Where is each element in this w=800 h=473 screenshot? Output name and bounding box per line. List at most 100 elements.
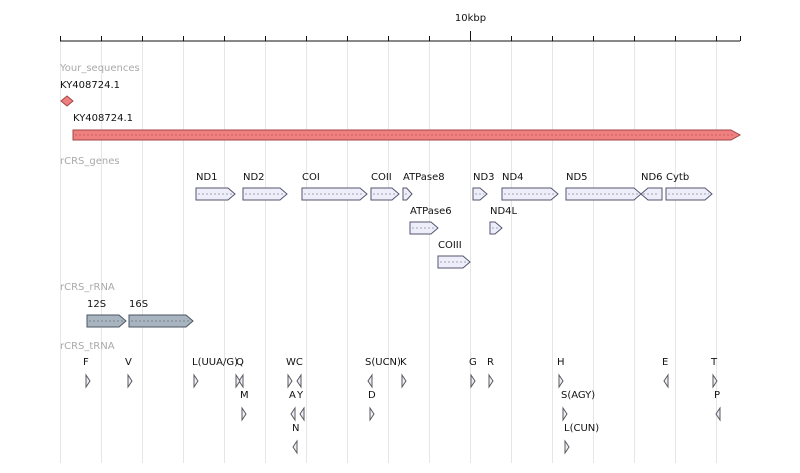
rrna-feature[interactable]: 16S — [128, 299, 194, 328]
gene-feature[interactable]: ND6 — [640, 172, 663, 201]
trna-label: F — [83, 357, 89, 368]
trna-marker[interactable] — [367, 373, 373, 389]
gene-label: ND2 — [243, 172, 265, 183]
trna-feature[interactable]: L(UUA/G) — [192, 357, 238, 389]
trna-feature[interactable]: P — [714, 390, 721, 422]
trna-marker[interactable] — [558, 373, 564, 389]
trna-feature[interactable]: F — [83, 357, 91, 389]
trna-feature[interactable]: V — [125, 357, 133, 389]
trna-marker[interactable] — [241, 406, 247, 422]
trna-marker[interactable] — [127, 373, 133, 389]
trna-feature[interactable]: L(CUN) — [564, 423, 599, 455]
gene-label: ND4L — [490, 206, 518, 217]
trna-feature[interactable]: K — [400, 357, 407, 389]
trna-label: R — [487, 357, 494, 368]
trna-marker[interactable] — [663, 373, 669, 389]
rrna-feature[interactable]: 12S — [86, 299, 127, 328]
genes-track: rCRS_genes ND1 ND2 COI COII ATPase8 ND3 ND4 ND5… — [60, 156, 713, 269]
gene-feature[interactable]: ATPase6 — [409, 206, 452, 235]
track-title-trna: rCRS_tRNA — [60, 341, 115, 352]
trna-layer: F V L(UUA/G)Q WC S(UCN) K G R H E T M A Y D S(AGY) P N L(C… — [83, 357, 721, 455]
trna-feature-extra[interactable] — [296, 373, 302, 389]
trna-label: Q — [236, 357, 244, 368]
trna-label: WC — [286, 357, 303, 368]
trna-marker[interactable] — [235, 373, 241, 389]
gene-feature[interactable]: ND4 — [501, 172, 559, 201]
sequence-marker-diamond[interactable] — [60, 95, 74, 107]
gene-feature[interactable]: ND2 — [242, 172, 288, 201]
trna-marker[interactable] — [369, 406, 375, 422]
trna-marker[interactable] — [287, 373, 293, 389]
trna-marker[interactable] — [470, 373, 476, 389]
trna-feature[interactable]: N — [292, 423, 299, 455]
trna-marker[interactable] — [238, 373, 244, 389]
trna-marker[interactable] — [562, 406, 568, 422]
trna-marker[interactable] — [564, 439, 570, 455]
trna-feature-extra[interactable] — [235, 373, 241, 389]
gene-arrow[interactable] — [565, 187, 642, 201]
gene-label: COII — [371, 172, 392, 183]
sequence-bar-label: KY408724.1 — [73, 113, 133, 124]
trna-label: T — [710, 357, 718, 368]
trna-track: rCRS_tRNA F V L(UUA/G)Q WC S(UCN) K G R H E T M A Y D S… — [60, 341, 721, 455]
track-title-sequences: Your_sequences — [59, 63, 140, 74]
gene-feature[interactable]: Cytb — [665, 172, 713, 201]
trna-label: P — [714, 390, 720, 401]
trna-marker[interactable] — [296, 373, 302, 389]
trna-feature[interactable]: D — [368, 390, 376, 422]
ruler: 10kbp — [60, 13, 741, 42]
gene-feature[interactable]: COII — [370, 172, 400, 201]
gene-label: ND4 — [502, 172, 524, 183]
sequence-marker-label: KY408724.1 — [60, 80, 120, 91]
trna-feature[interactable]: M — [240, 390, 249, 422]
trna-marker[interactable] — [292, 439, 298, 455]
trna-marker[interactable] — [715, 406, 721, 422]
trna-marker[interactable] — [712, 373, 718, 389]
gene-feature[interactable]: ND5 — [565, 172, 642, 201]
ruler-major-label: 10kbp — [455, 13, 486, 24]
rrna-track: rCRS_rRNA 12S 16S — [60, 282, 194, 328]
track-title-rrna: rCRS_rRNA — [60, 282, 115, 293]
trna-feature[interactable]: Q — [236, 357, 244, 389]
gene-feature[interactable]: ATPase8 — [402, 172, 445, 201]
trna-feature[interactable]: H — [557, 357, 565, 389]
trna-feature[interactable]: S(UCN) — [365, 357, 401, 389]
gene-arrow[interactable] — [301, 187, 368, 201]
trna-feature[interactable]: E — [662, 357, 669, 389]
trna-feature[interactable]: T — [710, 357, 718, 389]
gene-feature[interactable]: ND1 — [195, 172, 236, 201]
trna-feature[interactable]: Y — [296, 390, 305, 422]
gene-label: ND5 — [566, 172, 588, 183]
gridlines — [60, 41, 717, 463]
trna-marker[interactable] — [193, 373, 199, 389]
sequence-bar[interactable] — [72, 129, 742, 141]
track-title-genes: rCRS_genes — [60, 156, 120, 167]
rrna-layer: 12S 16S — [86, 299, 194, 328]
trna-label: N — [292, 423, 299, 434]
trna-marker[interactable] — [299, 406, 305, 422]
trna-label: M — [240, 390, 249, 401]
trna-label: S(UCN) — [365, 357, 401, 368]
trna-label: D — [368, 390, 376, 401]
gene-feature[interactable]: COI — [301, 172, 368, 201]
trna-label: H — [557, 357, 565, 368]
trna-label: L(UUA/G) — [192, 357, 238, 368]
gene-label: COIII — [438, 240, 462, 251]
trna-label: Y — [296, 390, 304, 401]
trna-feature[interactable]: WC — [286, 357, 303, 389]
trna-feature[interactable]: G — [469, 357, 477, 389]
trna-marker[interactable] — [85, 373, 91, 389]
gene-feature[interactable]: COIII — [437, 240, 471, 269]
gene-feature[interactable]: ND3 — [472, 172, 495, 201]
gene-feature[interactable]: ND4L — [489, 206, 518, 235]
trna-marker[interactable] — [401, 373, 407, 389]
trna-marker[interactable] — [290, 406, 296, 422]
trna-label: G — [469, 357, 477, 368]
trna-feature[interactable]: A — [289, 390, 296, 422]
gene-arrow[interactable] — [402, 187, 413, 201]
trna-marker[interactable] — [488, 373, 494, 389]
trna-feature[interactable]: R — [487, 357, 494, 389]
trna-feature[interactable]: S(AGY) — [561, 390, 595, 422]
gene-label: ATPase6 — [410, 206, 452, 217]
